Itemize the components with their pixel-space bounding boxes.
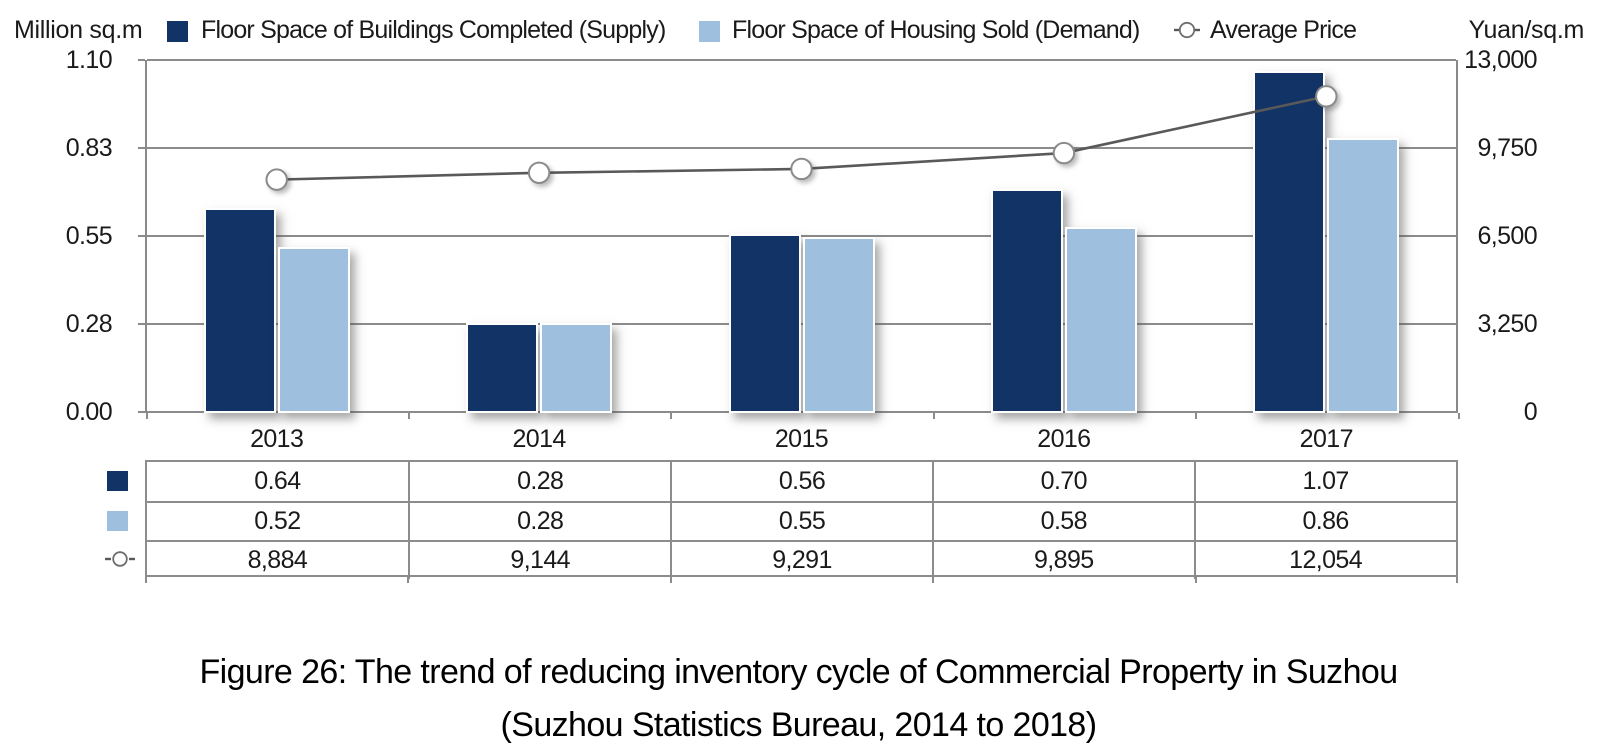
table-cell: 12,054: [1193, 542, 1456, 579]
left-axis-tick-label: 0.00: [65, 398, 113, 426]
legend-swatch-supply: [167, 21, 188, 42]
left-axis-title: Million sq.m: [14, 16, 143, 44]
x-axis-tick: [670, 413, 673, 419]
x-axis-label: 2013: [250, 425, 304, 453]
table-tick: [144, 577, 147, 583]
left-axis-tick: [137, 323, 145, 325]
legend-marker-price-icon: [1174, 21, 1200, 39]
table-cell: 0.56: [670, 462, 932, 501]
left-axis-tick: [137, 59, 145, 61]
x-axis-label: 2016: [1037, 425, 1091, 453]
x-axis-tick: [1195, 413, 1198, 419]
x-axis-label: 2017: [1299, 425, 1354, 453]
gridline: [146, 235, 1456, 237]
right-axis-tick-label: 6,500: [1477, 222, 1537, 250]
table-cell: 0.55: [670, 503, 932, 540]
caption-source: (Suzhou Statistics Bureau, 2014 to 2018): [500, 706, 1098, 744]
gridline: [146, 59, 1456, 61]
legend-label-demand: Floor Space of Housing Sold (Demand): [732, 16, 1140, 44]
left-axis-tick-label: 0.28: [65, 310, 113, 338]
bar-supply-2013: [203, 208, 276, 413]
table-cell: 9,895: [931, 542, 1194, 579]
bar-supply-2017: [1253, 71, 1326, 413]
key-swatch-supply: [107, 471, 128, 491]
x-axis-label: 2014: [512, 425, 566, 453]
table-tick: [669, 577, 672, 583]
table-cell: 0.86: [1193, 503, 1456, 540]
bar-demand-2017: [1327, 138, 1400, 413]
x-axis-tick: [145, 413, 148, 419]
x-axis-tick: [407, 413, 410, 419]
table-row: 8,884 9,144 9,291 9,895 12,054: [146, 540, 1456, 579]
key-swatch-demand: [107, 511, 128, 531]
bar-supply-2015: [728, 234, 801, 413]
right-axis-tick-label: 9,750: [1477, 134, 1537, 162]
x-axis-label: 2015: [774, 425, 829, 453]
table-tick: [932, 577, 935, 583]
table-cell: 0.64: [254, 467, 301, 495]
table-cell: 0.28: [408, 503, 670, 540]
bar-supply-2016: [990, 189, 1063, 413]
bar-demand-2015: [802, 237, 875, 413]
data-table: 0.64 0.28 0.56 0.70 1.07 0.52 0.28 0.55 0.58 0.86…: [144, 460, 1458, 579]
bar-demand-2013: [277, 247, 350, 413]
left-axis-tick-label: 0.83: [65, 134, 113, 162]
table-tick: [1194, 577, 1197, 583]
caption-title: Figure 26: The trend of reducing invento…: [199, 653, 1398, 691]
key-marker-price-icon: [105, 551, 135, 567]
table-tick: [1455, 577, 1458, 583]
table-cell: 9,144: [408, 542, 670, 579]
bar-demand-2014: [540, 323, 613, 413]
x-axis-tick: [932, 413, 935, 419]
right-axis-tick-label: 3,250: [1477, 310, 1537, 338]
gridline: [146, 411, 1456, 413]
left-axis-tick: [137, 411, 145, 413]
left-axis-tick-label: 1.10: [65, 46, 113, 74]
table-cell: 8,884: [247, 546, 308, 574]
bar-demand-2016: [1064, 227, 1137, 413]
legend-swatch-demand: [699, 21, 720, 42]
left-axis-tick-label: 0.55: [65, 222, 113, 250]
table-cell: 0.28: [408, 462, 670, 501]
table-row: 0.52 0.28 0.55 0.58 0.86: [146, 501, 1456, 540]
table-cell: 9,291: [670, 542, 932, 579]
left-axis-tick: [137, 235, 145, 237]
left-axis-tick: [137, 147, 145, 149]
right-axis-tick-label: 13,000: [1464, 46, 1537, 74]
x-axis-tick: [1457, 413, 1460, 419]
bar-supply-2014: [466, 323, 539, 413]
table-row: 0.64 0.28 0.56 0.70 1.07: [147, 462, 1456, 501]
table-cell: 0.70: [931, 462, 1194, 501]
right-axis-tick-label: 0: [1523, 398, 1538, 426]
table-cell: 1.07: [1193, 462, 1456, 501]
legend-label-price: Average Price: [1210, 16, 1357, 44]
table-cell: 0.52: [254, 507, 301, 535]
table-tick: [407, 577, 410, 583]
table-cell: 0.58: [931, 503, 1194, 540]
legend-label-supply: Floor Space of Buildings Completed (Supp…: [201, 16, 666, 44]
gridline: [146, 323, 1456, 325]
right-axis-title: Yuan/sq.m: [1468, 16, 1585, 44]
